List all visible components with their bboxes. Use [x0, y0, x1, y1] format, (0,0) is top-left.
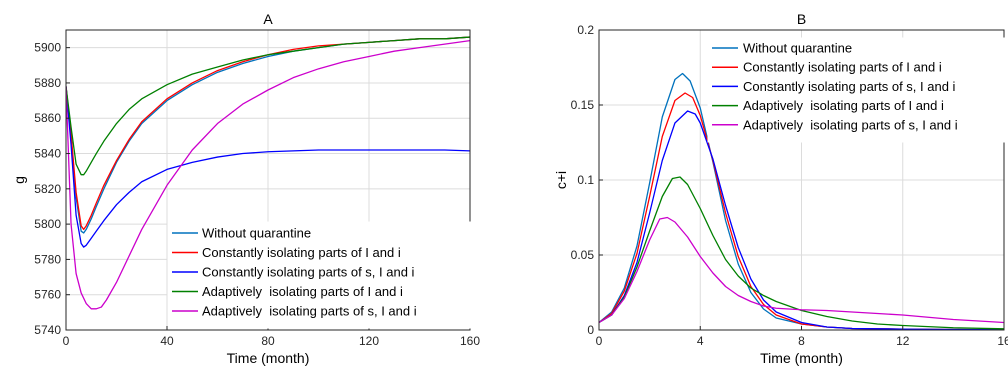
x-tick-label: 160 — [460, 334, 480, 348]
panel-a: 0 40 80 120 160 5740 5760 5780 5800 5820 5840 5860 5… — [11, 11, 480, 366]
panel-b: 0 4 8 12 16 0 0.05 0.1 0.15 0.2 B Time (month) c+i Wi… — [553, 11, 1008, 366]
x-tick-label: 120 — [359, 334, 379, 348]
y-tick-label: 5780 — [34, 252, 61, 266]
series-line-a-5 — [66, 39, 470, 310]
series-line-b-5 — [599, 216, 1004, 324]
y-tick-label: 0.05 — [571, 248, 595, 262]
legend-box — [707, 37, 1005, 143]
x-tick-label: 0 — [63, 334, 70, 348]
y-tick-label: 5880 — [34, 76, 61, 90]
y-tick-label: 5740 — [34, 323, 61, 337]
x-tick-label: 0 — [596, 334, 603, 348]
y-tick-label: 0.1 — [577, 173, 594, 187]
legend-entry: Without quarantine — [743, 41, 852, 56]
y-tick-label: 5800 — [34, 217, 61, 231]
x-tick-label: 12 — [896, 334, 910, 348]
series-line-b-3 — [599, 110, 1004, 330]
legend-entry: Without quarantine — [202, 226, 311, 241]
y-tick-label: 5900 — [34, 41, 61, 55]
legend-entry: Constantly isolating parts of I and i — [743, 60, 942, 75]
series-line-a-3 — [66, 86, 470, 248]
x-tick-label: 40 — [160, 334, 174, 348]
x-tick-label: 16 — [997, 334, 1008, 348]
y-tick-label: 0.2 — [577, 23, 594, 37]
legend-entry: Adaptively isolating parts of I and i — [202, 284, 403, 299]
panel-title-a: A — [263, 11, 273, 27]
legend-entry: Constantly isolating parts of s, I and i — [743, 79, 956, 94]
legend-box — [167, 221, 471, 329]
y-tick-label: 5760 — [34, 288, 61, 302]
x-axis-label-a: Time (month) — [227, 350, 310, 366]
x-tick-label: 8 — [798, 334, 805, 348]
y-tick-label: 5820 — [34, 182, 61, 196]
x-axis-label-b: Time (month) — [760, 350, 843, 366]
series-line-b-4 — [599, 176, 1004, 330]
legend-entry: Constantly isolating parts of s, I and i — [202, 265, 415, 280]
y-tick-label: 0.15 — [571, 98, 595, 112]
series-group-b — [599, 72, 1004, 330]
x-tick-label: 80 — [261, 334, 275, 348]
y-tick-label: 0 — [587, 323, 594, 337]
legend-entry: Constantly isolating parts of I and i — [202, 245, 401, 260]
legend-b: Without quarantine Constantly isolating p… — [707, 37, 1005, 143]
y-tick-label: 5840 — [34, 147, 61, 161]
y-axis-label-b: c+i — [553, 171, 569, 189]
legend-a: Without quarantine Constantly isolating p… — [167, 221, 471, 329]
x-tick-label: 4 — [697, 334, 704, 348]
series-line-a-4 — [66, 36, 470, 176]
series-group-a — [66, 36, 470, 310]
y-tick-label: 5860 — [34, 111, 61, 125]
panel-title-b: B — [797, 11, 806, 27]
legend-entry: Adaptively isolating parts of s, I and i — [202, 304, 417, 319]
legend-entry: Adaptively isolating parts of I and i — [743, 98, 944, 113]
legend-entry: Adaptively isolating parts of s, I and i — [743, 117, 958, 132]
y-axis-label-a: g — [11, 176, 27, 184]
